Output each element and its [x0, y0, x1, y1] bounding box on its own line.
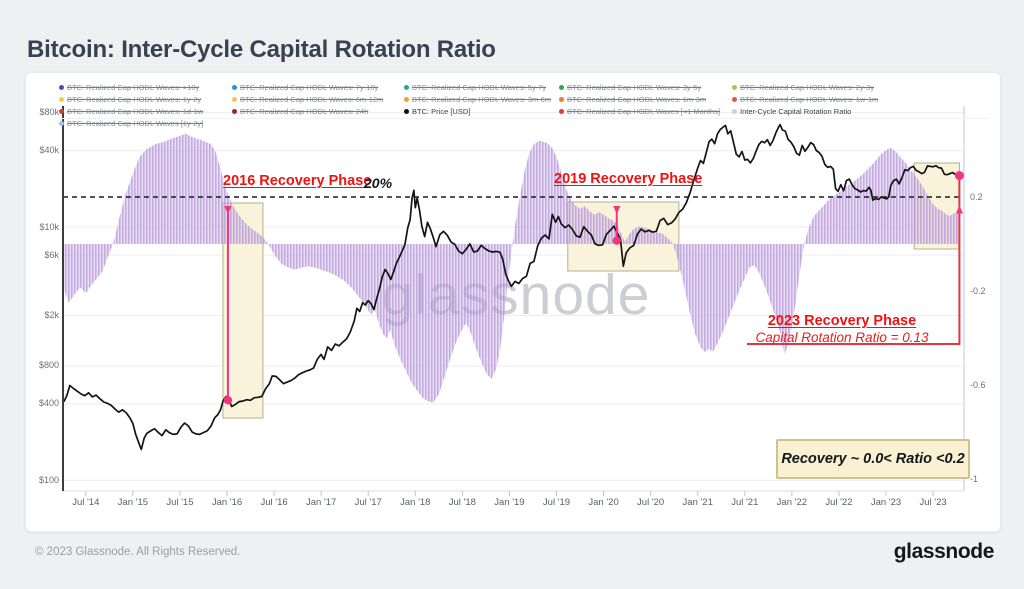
annotation-2023-recovery-ratio: Capital Rotation Ratio = 0.13 [755, 330, 929, 345]
legend-swatch [732, 108, 737, 114]
chart-card: BTC: Realized Cap HODL Waves: >10y BTC: R… [25, 72, 1001, 532]
annotation-threshold-20pct: 20% [364, 175, 393, 191]
legend-swatch [559, 96, 564, 102]
legend-swatch [232, 84, 237, 90]
page-title: Bitcoin: Inter-Cycle Capital Rotation Ra… [27, 36, 496, 64]
legend-item[interactable]: BTC: Realized Cap HODL Waves: 6m-12m [232, 94, 404, 104]
glassnode-logo: glassnode [893, 540, 995, 563]
arrow-up-2023-icon [955, 205, 964, 214]
legend-item-label: BTC: Realized Cap HODL Waves: 5y-7y [412, 82, 547, 92]
legend-item[interactable]: BTC: Realized Cap HODL Waves [<1 Months] [559, 106, 732, 116]
legend-item[interactable]: BTC: Realized Cap HODL Waves: 1m-3m [559, 94, 732, 104]
legend-item[interactable]: BTC: Realized Cap HODL Waves: 24h [232, 106, 404, 116]
legend-item-label: BTC: Realized Cap HODL Waves: 24h [240, 106, 369, 116]
annotation-2023-recovery-title: 2023 Recovery Phase [767, 313, 917, 329]
legend-item-label: BTC: Realized Cap HODL Waves: 6m-12m [240, 94, 384, 104]
legend-item[interactable]: BTC: Realized Cap HODL Waves: 1d-1w [59, 106, 232, 116]
legend-item-label: BTC: Realized Cap HODL Waves: 1y-2y [67, 94, 202, 104]
legend-swatch [732, 96, 737, 102]
footer-copyright: © 2023 Glassnode. All Rights Reserved. [35, 546, 241, 558]
legend-item[interactable]: BTC: Price [USD] [404, 106, 559, 116]
legend-swatch [559, 84, 564, 90]
legend-item-label: BTC: Realized Cap HODL Waves: 3m-6m [412, 94, 552, 104]
legend-item-label: BTC: Realized Cap HODL Waves: 1w-1m [740, 94, 879, 104]
legend-item-label: BTC: Realized Cap HODL Waves: 1m-3m [567, 94, 707, 104]
legend-item[interactable]: BTC: Realized Cap HODL Waves: 7y-10y [232, 82, 404, 92]
legend-swatch [59, 84, 64, 90]
chart-canvas [62, 106, 965, 496]
legend-item-label: BTC: Realized Cap HODL Waves [1y-2y] [67, 118, 204, 128]
annotation-2016-recovery: 2016 Recovery Phase [223, 173, 372, 189]
marker-dot-2019 [612, 236, 621, 245]
legend-item-label: BTC: Realized Cap HODL Waves: 1d-1w [67, 106, 204, 116]
legend-swatch [404, 84, 409, 90]
legend-item[interactable]: BTC: Realized Cap HODL Waves: 3m-6m [404, 94, 559, 104]
marker-dot-2023 [954, 171, 964, 181]
legend-item[interactable]: Inter-Cycle Capital Rotation Ratio [732, 106, 991, 116]
legend-item-label: BTC: Price [USD] [412, 106, 471, 116]
legend-swatch [559, 108, 564, 114]
chart-legend: BTC: Realized Cap HODL Waves: >10y BTC: R… [59, 82, 991, 128]
legend-item-label: BTC: Realized Cap HODL Waves [<1 Months] [567, 106, 721, 116]
legend-swatch [232, 108, 237, 114]
legend-item-label: BTC: Realized Cap HODL Waves: >10y [67, 82, 200, 92]
arrow-down-2016-icon [224, 206, 232, 214]
legend-item[interactable]: BTC: Realized Cap HODL Waves: 3y-5y [559, 82, 732, 92]
legend-item-label: BTC: Realized Cap HODL Waves: 2y-3y [740, 82, 875, 92]
legend-item-label: Inter-Cycle Capital Rotation Ratio [740, 106, 852, 116]
chart-card-inner: BTC: Realized Cap HODL Waves: >10y BTC: R… [26, 73, 1000, 531]
legend-swatch [404, 108, 409, 114]
legend-divider [59, 118, 989, 119]
annotation-2023-recovery: 2023 Recovery Phase Capital Rotation Rat… [729, 313, 955, 345]
legend-swatch [232, 96, 237, 102]
legend-item[interactable]: BTC: Realized Cap HODL Waves [1y-2y] [59, 118, 232, 128]
legend-swatch [59, 96, 64, 102]
legend-item-label: BTC: Realized Cap HODL Waves: 3y-5y [567, 82, 702, 92]
legend-swatch [59, 108, 64, 114]
annotation-2019-recovery: 2019 Recovery Phase [554, 171, 703, 187]
legend-item[interactable]: BTC: Realized Cap HODL Waves: >10y [59, 82, 232, 92]
legend-swatch [59, 120, 64, 126]
recovery-rule-note: Recovery ~ 0.0< Ratio <0.2 [776, 439, 970, 479]
legend-swatch [732, 84, 737, 90]
legend-swatch [404, 96, 409, 102]
legend-item[interactable]: BTC: Realized Cap HODL Waves: 2y-3y [732, 82, 991, 92]
marker-dot-2016 [223, 396, 233, 405]
bracket-2023 [747, 175, 961, 345]
arrow-down-2019-icon [613, 206, 621, 214]
legend-item[interactable]: BTC: Realized Cap HODL Waves: 1y-2y [59, 94, 232, 104]
legend-item[interactable]: BTC: Realized Cap HODL Waves: 1w-1m [732, 94, 991, 104]
legend-item-label: BTC: Realized Cap HODL Waves: 7y-10y [240, 82, 379, 92]
legend-item[interactable]: BTC: Realized Cap HODL Waves: 5y-7y [404, 82, 559, 92]
ratio-area-series [64, 133, 960, 403]
